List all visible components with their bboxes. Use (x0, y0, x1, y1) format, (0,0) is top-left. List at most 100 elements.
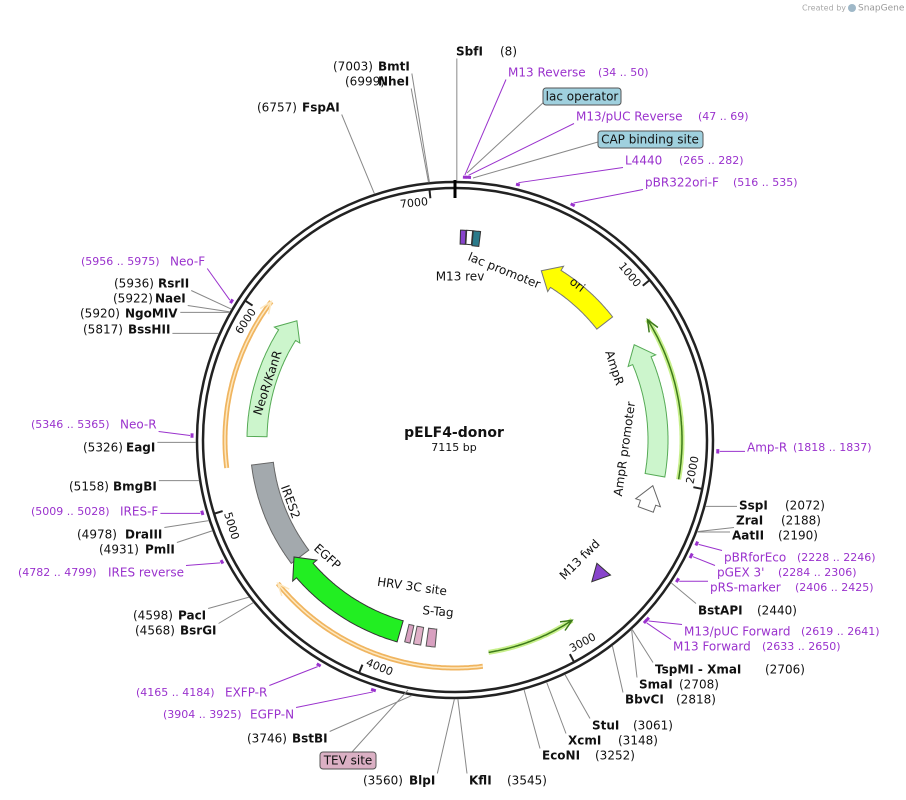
tick-label: 1000 (616, 260, 644, 290)
enzyme-position: (5326) (83, 441, 123, 455)
primer-label: Neo-R (5346 .. 5365) (31, 418, 157, 432)
primer-name: pGEX 3' (717, 566, 764, 580)
enzyme-position: (3061) (633, 719, 673, 733)
enzyme-label: BstAPI (2440) (698, 604, 797, 618)
enzyme-label: ZraI (2188) (736, 514, 821, 528)
leader-line (670, 582, 697, 604)
primer-name: M13/pUC Forward (684, 625, 791, 639)
primer-range: (5009 .. 5028) (31, 505, 110, 518)
primer-range: (2228 .. 2246) (797, 551, 876, 564)
tick-mark (693, 486, 703, 490)
primer-range: (3904 .. 3925) (163, 708, 242, 721)
logo-icon (848, 4, 856, 12)
leader-line (457, 698, 468, 774)
enzyme-position: (2440) (757, 604, 797, 618)
leader-line (164, 520, 209, 528)
enzyme-position: (6757) (257, 101, 297, 115)
feature-box (319, 751, 377, 770)
enzyme-label: SmaI (2708) (639, 678, 719, 692)
feature-arrow (471, 230, 482, 248)
enzyme-position: (3148) (618, 734, 658, 748)
leader-line (206, 268, 231, 301)
enzyme-label: RsrII (5936) (114, 277, 189, 291)
feature-arc (224, 301, 272, 469)
primer-label: M13 Reverse (34 .. 50) (508, 66, 649, 80)
brand: SnapGene (858, 4, 905, 14)
enzyme-name: BstBI (292, 732, 328, 746)
enzyme-label: BmgBI (5158) (69, 480, 157, 494)
enzyme-label: SbfI (8) (456, 45, 517, 59)
primer-range: (2284 .. 2306) (778, 566, 857, 579)
primer-name: Amp-R (747, 441, 787, 455)
enzyme-position: (2072) (785, 499, 825, 513)
tick-mark (568, 653, 575, 663)
primer-label: IRES reverse (4782 .. 4799) (18, 566, 184, 580)
leader-line (218, 602, 254, 624)
tick-mark (358, 664, 364, 674)
primer-mark (694, 541, 699, 547)
primer-mark (642, 619, 648, 625)
enzyme-label: XcmI (3148) (568, 734, 658, 748)
enzyme-position: (2188) (781, 514, 821, 528)
primer-range: (4165 .. 4184) (136, 686, 215, 699)
enzyme-name: DraIII (125, 528, 162, 542)
primer-name: Neo-F (170, 255, 205, 269)
enzyme-label: EagI(5326) (83, 441, 155, 455)
feature-box (542, 87, 622, 106)
enzyme-name: NheI (378, 75, 409, 89)
enzyme-label: StuI (3061) (592, 719, 673, 733)
enzyme-position: (2708) (679, 678, 719, 692)
enzyme-position: (5936) (114, 277, 154, 291)
enzyme-name: NgoMIV (125, 307, 178, 321)
feature-label: HRV 3C site (376, 575, 447, 599)
enzyme-label: BbvCI (2818) (625, 693, 716, 707)
enzyme-name: BssHII (128, 323, 170, 337)
feature-arrow (246, 320, 301, 438)
feature-arrow (465, 229, 474, 246)
feature-label: AmpR promoter (611, 401, 638, 497)
primer-name: Neo-R (120, 418, 157, 432)
enzyme-label: NgoMIV (5920) (80, 307, 178, 321)
primer-mark (688, 552, 694, 559)
primer-label: EXFP-R (4165 .. 4184) (136, 686, 267, 700)
enzyme-name: BmgBI (113, 480, 157, 494)
primer-range: (1818 .. 1837) (793, 441, 872, 454)
leader-line (518, 167, 624, 184)
primer-mark (570, 202, 576, 208)
primer-name: pBR322ori-F (645, 176, 719, 190)
enzyme-position: (3545) (507, 774, 547, 788)
primer-name: pBRforEco (724, 551, 786, 565)
enzyme-position: (2190) (778, 529, 818, 543)
enzyme-label: EcoNI (3252) (542, 749, 635, 763)
enzyme-name: FspAI (302, 101, 340, 115)
enzyme-name: NaeI (155, 292, 186, 306)
feature-arrow (425, 627, 438, 648)
created-by: Created by (802, 4, 846, 13)
feature-box-label: CAP binding site (601, 133, 699, 147)
primer-name: IRES reverse (108, 566, 184, 580)
enzyme-label: PmlI (4931) (99, 543, 175, 557)
feature-arrowhead (259, 300, 273, 315)
feature-arrow (292, 556, 404, 643)
leader-line (646, 622, 672, 640)
leader-line (295, 691, 373, 708)
primer-range: (2633 .. 2650) (762, 640, 841, 653)
tick-mark (642, 279, 651, 287)
feature-arrow (591, 562, 612, 583)
enzyme-position: (4568) (135, 624, 175, 638)
primer-range: (5956 .. 5975) (81, 255, 160, 268)
tick-label: 7000 (399, 195, 428, 211)
leader-line (158, 431, 191, 436)
leader-line (698, 543, 723, 551)
feature-arrow (250, 461, 310, 565)
enzyme-name: KflI (469, 774, 492, 788)
tick-mark (244, 299, 254, 307)
enzyme-name: RsrII (158, 277, 189, 291)
backbone (195, 180, 715, 700)
primer-name: M13 Forward (673, 640, 751, 654)
enzyme-position: (7003) (333, 60, 373, 74)
tick-mark (428, 189, 432, 199)
enzyme-position: (3560) (363, 774, 403, 788)
leader-line (472, 141, 599, 179)
